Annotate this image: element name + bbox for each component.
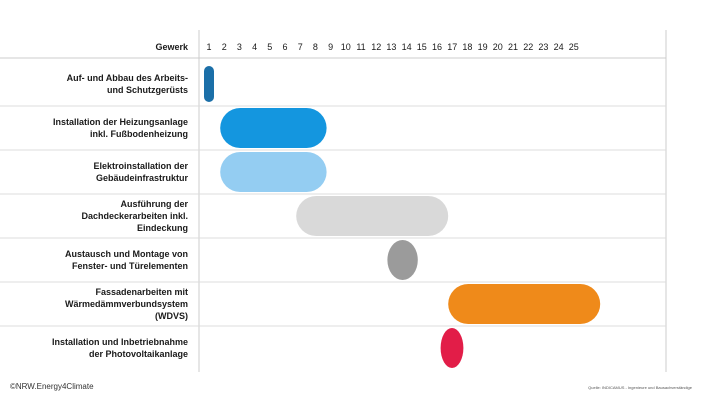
task-bar: [440, 328, 464, 368]
week-tick-label: 15: [417, 42, 427, 52]
week-tick-label: 9: [328, 42, 333, 52]
week-tick-label: 10: [341, 42, 351, 52]
task-bar: [220, 108, 327, 148]
week-tick-label: 17: [447, 42, 457, 52]
week-tick-label: 3: [237, 42, 242, 52]
task-label: Auf- und Abbau des Arbeits- und Schutzge…: [66, 73, 188, 95]
week-tick-label: 2: [222, 42, 227, 52]
task-label: Elektroinstallation der Gebäudeinfrastru…: [93, 161, 188, 183]
source-text: Quelle: INDICAMUS - Ingenieure und Bausa…: [588, 385, 692, 390]
week-tick-label: 14: [402, 42, 412, 52]
week-tick-label: 19: [478, 42, 488, 52]
week-tick-label: 16: [432, 42, 442, 52]
task-bar: [448, 284, 601, 324]
week-tick-label: 6: [282, 42, 287, 52]
axis-label: Gewerk: [155, 42, 189, 52]
task-label: Austausch und Montage von Fenster- und T…: [64, 249, 188, 271]
week-tick-label: 1: [206, 42, 211, 52]
task-label: Installation und Inbetriebnahme der Phot…: [51, 337, 188, 359]
task-bar: [387, 240, 418, 280]
copyright-text: ©NRW.Energy4Climate: [10, 382, 94, 391]
week-tick-label: 12: [371, 42, 381, 52]
task-bar: [296, 196, 449, 236]
week-tick-label: 11: [356, 42, 365, 52]
week-tick-label: 8: [313, 42, 318, 52]
week-tick-label: 7: [298, 42, 303, 52]
task-bar: [220, 152, 327, 192]
task-label: Fassadenarbeiten mit Wärmedämmverbundsys…: [64, 287, 188, 321]
week-tick-label: 25: [569, 42, 579, 52]
week-tick-label: 13: [386, 42, 396, 52]
task-bar: [204, 66, 214, 102]
task-label: Installation der Heizungsanlage inkl. Fu…: [52, 117, 188, 139]
week-tick-label: 24: [554, 42, 564, 52]
week-tick-label: 21: [508, 42, 518, 52]
task-label: Ausführung der Dachdeckerarbeiten inkl. …: [81, 199, 188, 233]
week-tick-label: 23: [538, 42, 548, 52]
week-tick-label: 18: [462, 42, 472, 52]
week-tick-label: 22: [523, 42, 533, 52]
week-tick-label: 20: [493, 42, 503, 52]
week-tick-label: 4: [252, 42, 257, 52]
week-tick-label: 5: [267, 42, 272, 52]
